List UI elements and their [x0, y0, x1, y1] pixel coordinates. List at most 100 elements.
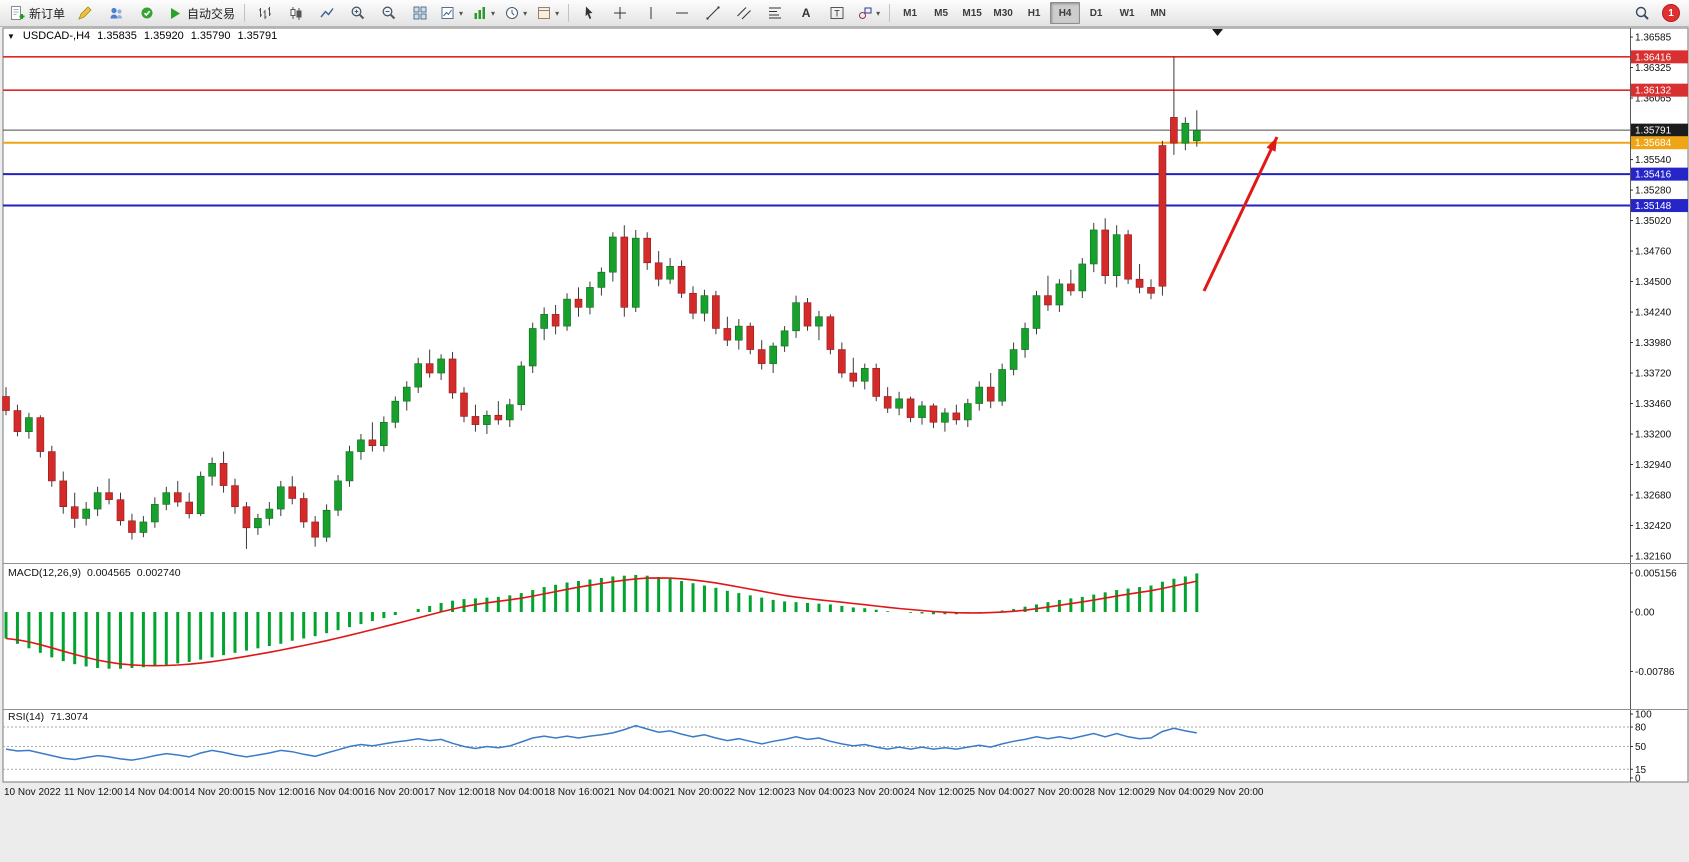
price-axis[interactable]: 1.36585 1.36325 1.36065 1.35540 1.35280 1.350… — [1630, 33, 1688, 785]
svg-text:1.34760: 1.34760 — [1635, 247, 1672, 258]
play-icon — [171, 8, 181, 19]
timeframe-m15-button[interactable]: M15 — [962, 7, 982, 19]
svg-text:1.36416: 1.36416 — [1635, 52, 1672, 63]
zoom-out-button[interactable] — [374, 1, 404, 25]
svg-text:1.35684: 1.35684 — [1635, 138, 1672, 149]
svg-text:0.005156: 0.005156 — [1635, 568, 1677, 579]
svg-text:23 Nov 04:00: 23 Nov 04:00 — [784, 787, 844, 798]
chart-symbol-info: ▼ USDCAD-,H4 1.35835 1.35920 1.35790 1.3… — [7, 30, 277, 42]
svg-text:29 Nov 20:00: 29 Nov 20:00 — [1204, 787, 1264, 798]
timeframe-w1-button[interactable]: W1 — [1119, 7, 1135, 19]
svg-text:1.33720: 1.33720 — [1635, 369, 1672, 380]
macd-name: MACD(12,26,9) — [8, 567, 81, 579]
channel-tool-button[interactable] — [729, 1, 759, 25]
price-badge — [1631, 123, 1688, 137]
shapes-tool-button[interactable]: ▾ — [853, 1, 884, 25]
search-icon — [1635, 6, 1649, 20]
rsi-value: 71.3074 — [50, 711, 89, 723]
price-level-lines[interactable] — [3, 56, 1630, 207]
timeframe-mn-button[interactable]: MN — [1150, 7, 1166, 19]
zoom-out-icon — [382, 6, 396, 20]
svg-text:1.32420: 1.32420 — [1635, 521, 1672, 532]
chart-shift-marker[interactable] — [1212, 29, 1223, 36]
svg-text:1.33200: 1.33200 — [1635, 430, 1672, 441]
text-tool-button[interactable]: A — [791, 1, 821, 25]
symbol-timeframe-label: USDCAD-,H4 — [22, 30, 91, 42]
svg-text:25 Nov 04:00: 25 Nov 04:00 — [964, 787, 1024, 798]
tile-windows-button[interactable] — [405, 1, 435, 25]
search-button[interactable] — [1627, 1, 1657, 25]
autotrading-label: 自动交易 — [187, 6, 236, 21]
svg-text:10 Nov 2022: 10 Nov 2022 — [4, 787, 61, 798]
collapse-triangle-icon[interactable]: ▼ — [7, 31, 15, 41]
timeframe-h4-button[interactable]: H4 — [1050, 2, 1081, 24]
cursor-tool-button[interactable] — [574, 1, 604, 25]
market-button[interactable] — [101, 1, 131, 25]
periods-button[interactable]: ▾ — [500, 1, 531, 25]
svg-text:80: 80 — [1635, 723, 1647, 734]
svg-text:14 Nov 04:00: 14 Nov 04:00 — [124, 787, 184, 798]
signals-button[interactable] — [132, 1, 162, 25]
line-chart-button[interactable] — [312, 1, 342, 25]
svg-text:29 Nov 04:00: 29 Nov 04:00 — [1144, 787, 1204, 798]
label-tool-button[interactable]: T — [822, 1, 852, 25]
candlestick-icon — [290, 7, 302, 20]
indicators-icon — [474, 7, 486, 19]
candlestick-chart-button[interactable] — [281, 1, 311, 25]
trend-arrow[interactable] — [1202, 136, 1279, 292]
chevron-down-icon: ▾ — [523, 8, 528, 18]
vertical-line-tool-button[interactable] — [636, 1, 666, 25]
timeframe-h1-button[interactable]: H1 — [1027, 7, 1041, 19]
autotrading-button[interactable]: 自动交易 — [163, 1, 239, 25]
timeframe-m1-button[interactable]: M1 — [903, 7, 918, 19]
clock-icon — [506, 7, 519, 19]
price-chart[interactable]: 1.36585 1.36325 1.36065 1.35540 1.35280 1.350… — [0, 0, 1689, 810]
timeframe-m5-button[interactable]: M5 — [934, 7, 949, 19]
template-icon — [538, 7, 551, 19]
bar-chart-button[interactable] — [250, 1, 280, 25]
indicators-button[interactable]: ▾ — [468, 1, 499, 25]
new-chart-button[interactable]: ▾ — [436, 1, 467, 25]
svg-text:18 Nov 04:00: 18 Nov 04:00 — [484, 787, 544, 798]
fibonacci-icon — [769, 7, 782, 19]
new-order-button[interactable]: 新订单 — [5, 1, 69, 25]
timeframe-d1-button[interactable]: D1 — [1089, 7, 1103, 19]
svg-text:28 Nov 12:00: 28 Nov 12:00 — [1084, 787, 1144, 798]
time-axis[interactable]: 10 Nov 2022 11 Nov 12:00 14 Nov 04:00 14 No… — [4, 787, 1264, 798]
svg-text:1.33460: 1.33460 — [1635, 399, 1672, 410]
timeframe-m30-button[interactable]: M30 — [993, 7, 1013, 19]
rsi-label: RSI(14) 71.3074 — [8, 711, 88, 723]
new-chart-icon — [441, 7, 454, 19]
pencil-icon — [78, 6, 92, 20]
horizontal-line-tool-button[interactable] — [667, 1, 697, 25]
horizontal-line-icon — [676, 12, 689, 14]
svg-text:T: T — [834, 9, 840, 19]
svg-text:18 Nov 16:00: 18 Nov 16:00 — [544, 787, 604, 798]
chart-canvas[interactable] — [2, 27, 1689, 783]
ohlc-high: 1.35920 — [143, 30, 184, 42]
svg-text:1.35791: 1.35791 — [1635, 126, 1672, 137]
svg-text:1.35280: 1.35280 — [1635, 186, 1672, 197]
svg-text:0: 0 — [1635, 774, 1641, 785]
svg-text:1.36065: 1.36065 — [1635, 94, 1672, 105]
ohlc-low: 1.35790 — [190, 30, 231, 42]
rsi-line — [5, 724, 1197, 761]
tile-windows-icon — [413, 6, 427, 20]
line-chart-icon — [320, 8, 334, 18]
macd-indicator — [4, 573, 1199, 669]
templates-button[interactable]: ▾ — [532, 1, 563, 25]
svg-text:1.35020: 1.35020 — [1635, 216, 1672, 227]
macd-signal-line — [5, 577, 1197, 667]
ohlc-close: 1.35791 — [237, 30, 278, 42]
trendline-tool-button[interactable] — [698, 1, 728, 25]
crosshair-icon — [614, 7, 627, 19]
svg-text:24 Nov 12:00: 24 Nov 12:00 — [904, 787, 964, 798]
svg-text:1.34500: 1.34500 — [1635, 277, 1672, 288]
metaeditor-button[interactable] — [70, 1, 100, 25]
svg-text:21 Nov 20:00: 21 Nov 20:00 — [664, 787, 724, 798]
notification-badge[interactable]: 1 — [1662, 4, 1680, 22]
fibonacci-tool-button[interactable] — [760, 1, 790, 25]
zoom-in-button[interactable] — [343, 1, 373, 25]
svg-text:22 Nov 12:00: 22 Nov 12:00 — [724, 787, 784, 798]
crosshair-tool-button[interactable] — [605, 1, 635, 25]
